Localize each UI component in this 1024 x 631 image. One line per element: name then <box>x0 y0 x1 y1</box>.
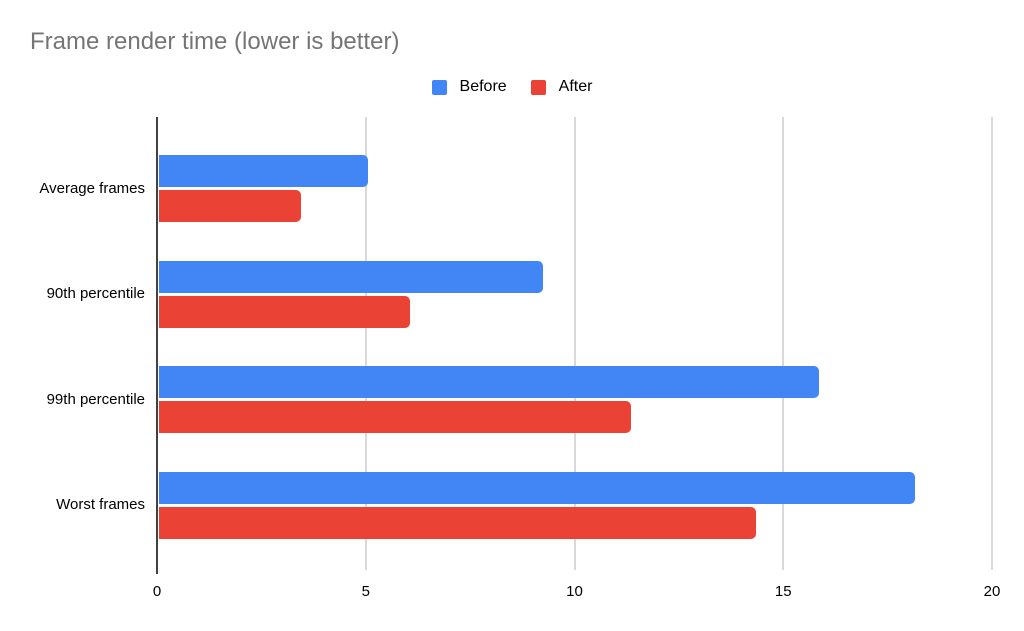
legend-swatch-before-icon <box>431 79 447 95</box>
bar-before-2 <box>159 260 544 293</box>
y-axis-baseline <box>156 117 158 574</box>
category-label-2: 90th percentile <box>46 285 145 302</box>
x-tick-label-0: 0 <box>152 583 162 600</box>
legend-item-before: Before <box>431 78 507 96</box>
legend-swatch-after-icon <box>530 79 546 95</box>
x-tick-label-10: 10 <box>566 583 583 600</box>
legend-label-after: After <box>558 78 593 95</box>
x-tick-label-5: 5 <box>361 583 370 600</box>
x-tick-label-15: 15 <box>774 583 792 600</box>
category-label-3: 99th percentile <box>46 390 145 408</box>
gridline-10 <box>573 117 576 570</box>
category-label-4: Worst frames <box>56 496 145 513</box>
bar-before-1 <box>159 155 368 187</box>
bar-after-2 <box>159 295 410 328</box>
legend-label-before: Before <box>459 78 507 95</box>
gridline-5 <box>364 117 367 570</box>
chart-title: Frame render time (lower is better) <box>30 28 400 55</box>
x-tick-label-20: 20 <box>983 583 1001 600</box>
bar-before-4 <box>159 471 915 504</box>
bar-after-1 <box>159 190 301 222</box>
plot-area: 0 5 10 15 20 Average frames 90th percentile 99t… <box>39 117 1000 600</box>
bar-after-3 <box>159 401 631 433</box>
gridline-20 <box>991 117 993 570</box>
legend-item-after: After <box>530 78 593 96</box>
bar-after-4 <box>159 506 757 539</box>
bar-before-3 <box>159 366 819 398</box>
category-label-1: Average frames <box>39 179 145 197</box>
gridline-15 <box>782 117 785 570</box>
chart-legend: Before After <box>0 78 1024 96</box>
